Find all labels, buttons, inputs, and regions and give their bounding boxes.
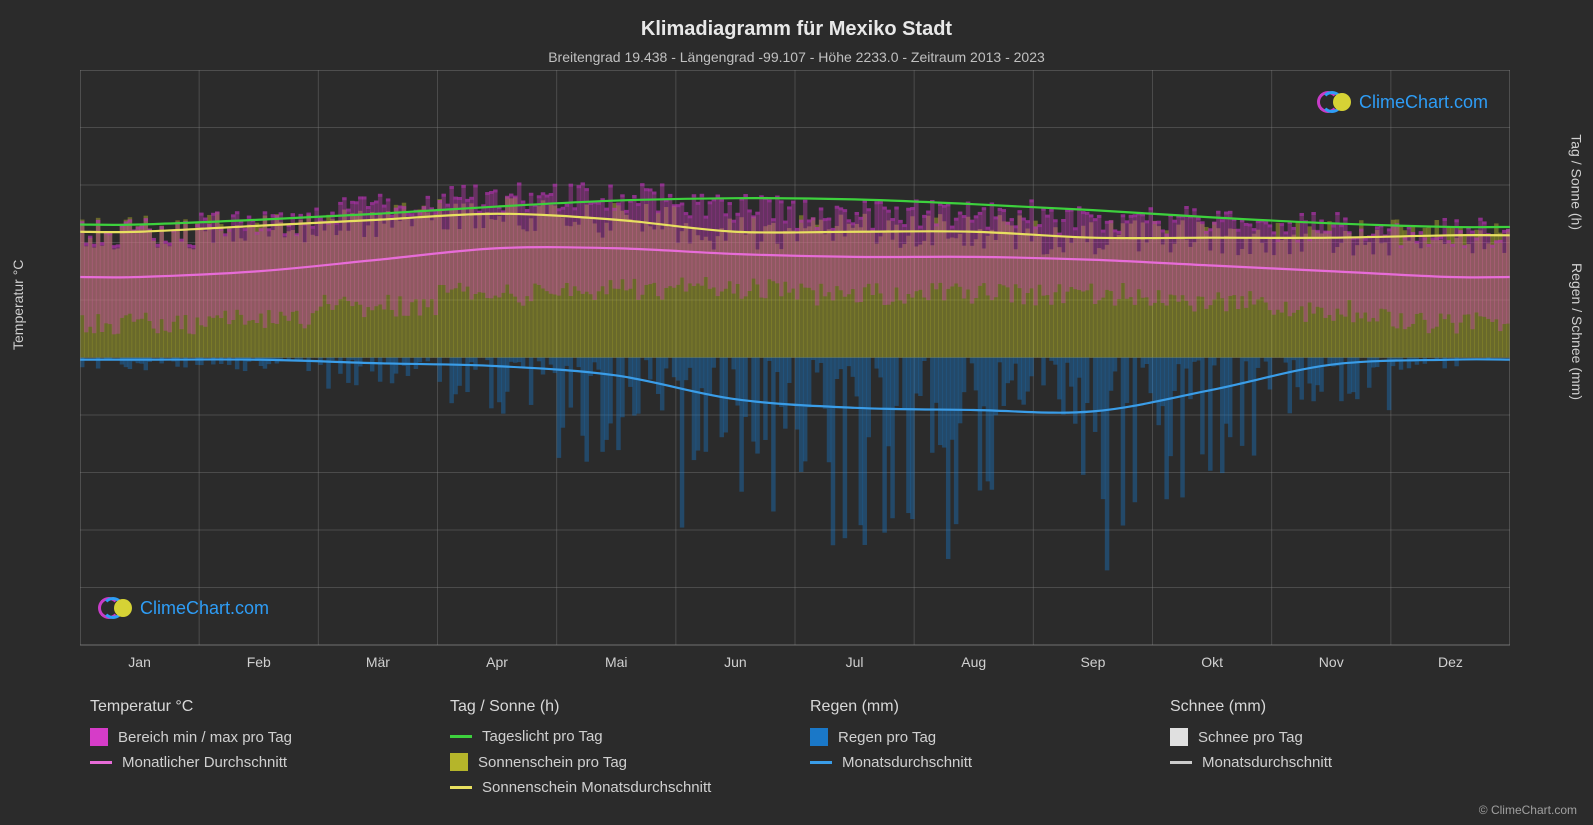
legend-line-icon [450, 786, 472, 789]
svg-text:Dez: Dez [1438, 654, 1463, 670]
svg-text:Nov: Nov [1319, 654, 1344, 670]
svg-text:Mär: Mär [366, 654, 390, 670]
watermark-top: ClimeChart.com [1317, 90, 1488, 114]
svg-text:Jul: Jul [846, 654, 864, 670]
svg-text:Jan: Jan [128, 654, 151, 670]
watermark-text: ClimeChart.com [1359, 92, 1488, 113]
legend-line-icon [810, 761, 832, 764]
y-axis-right-top-label: Tag / Sonne (h) [1569, 134, 1585, 230]
legend-item: Regen pro Tag [810, 728, 1160, 746]
svg-text:Jun: Jun [724, 654, 747, 670]
legend-label: Schnee pro Tag [1198, 729, 1303, 746]
svg-text:Apr: Apr [486, 654, 508, 670]
legend-item: Monatsdurchschnitt [810, 754, 1160, 771]
legend-label: Sonnenschein Monatsdurchschnitt [482, 779, 711, 796]
legend-swatch-icon [1170, 728, 1188, 746]
legend-column: Temperatur °C Bereich min / max pro Tag Mo… [90, 698, 440, 804]
legend-label: Bereich min / max pro Tag [118, 729, 292, 746]
legend-column: Schnee (mm) Schnee pro Tag Monatsdurchschn… [1170, 698, 1520, 804]
legend-item: Tageslicht pro Tag [450, 728, 800, 745]
legend-heading: Temperatur °C [90, 698, 440, 716]
legend-swatch-icon [810, 728, 828, 746]
chart-svg: -50-40-30-20-100102030405006121824010203… [80, 70, 1510, 675]
legend-swatch-icon [90, 728, 108, 746]
legend-heading: Schnee (mm) [1170, 698, 1520, 716]
legend-item: Sonnenschein Monatsdurchschnitt [450, 779, 800, 796]
legend-label: Regen pro Tag [838, 729, 936, 746]
climechart-logo-icon [98, 596, 134, 620]
legend-label: Monatsdurchschnitt [1202, 754, 1332, 771]
svg-text:Aug: Aug [961, 654, 986, 670]
legend-item: Schnee pro Tag [1170, 728, 1520, 746]
climechart-logo-icon [1317, 90, 1353, 114]
legend-item: Sonnenschein pro Tag [450, 753, 800, 771]
copyright: © ClimeChart.com [1479, 803, 1577, 817]
watermark-bottom: ClimeChart.com [98, 596, 269, 620]
svg-text:Okt: Okt [1201, 654, 1223, 670]
legend-label: Monatlicher Durchschnitt [122, 754, 287, 771]
legend: Temperatur °C Bereich min / max pro Tag Mo… [90, 698, 1520, 804]
legend-label: Sonnenschein pro Tag [478, 754, 627, 771]
legend-label: Monatsdurchschnitt [842, 754, 972, 771]
chart-title: Klimadiagramm für Mexiko Stadt [0, 0, 1593, 41]
legend-line-icon [1170, 761, 1192, 764]
legend-line-icon [90, 761, 112, 764]
legend-heading: Tag / Sonne (h) [450, 698, 800, 716]
legend-column: Regen (mm) Regen pro Tag Monatsdurchschnit… [810, 698, 1160, 804]
legend-item: Monatsdurchschnitt [1170, 754, 1520, 771]
legend-column: Tag / Sonne (h) Tageslicht pro Tag Sonnens… [450, 698, 800, 804]
svg-text:Sep: Sep [1080, 654, 1105, 670]
legend-swatch-icon [450, 753, 468, 771]
legend-heading: Regen (mm) [810, 698, 1160, 716]
watermark-text: ClimeChart.com [140, 598, 269, 619]
legend-label: Tageslicht pro Tag [482, 728, 603, 745]
legend-line-icon [450, 735, 472, 738]
svg-text:Mai: Mai [605, 654, 628, 670]
y-axis-left-label: Temperatur °C [10, 260, 26, 350]
chart-subtitle: Breitengrad 19.438 - Längengrad -99.107 … [0, 41, 1593, 65]
y-axis-right-bottom-label: Regen / Schnee (mm) [1569, 263, 1585, 400]
legend-item: Monatlicher Durchschnitt [90, 754, 440, 771]
legend-item: Bereich min / max pro Tag [90, 728, 440, 746]
svg-text:Feb: Feb [247, 654, 271, 670]
plot-area: -50-40-30-20-100102030405006121824010203… [80, 70, 1510, 645]
